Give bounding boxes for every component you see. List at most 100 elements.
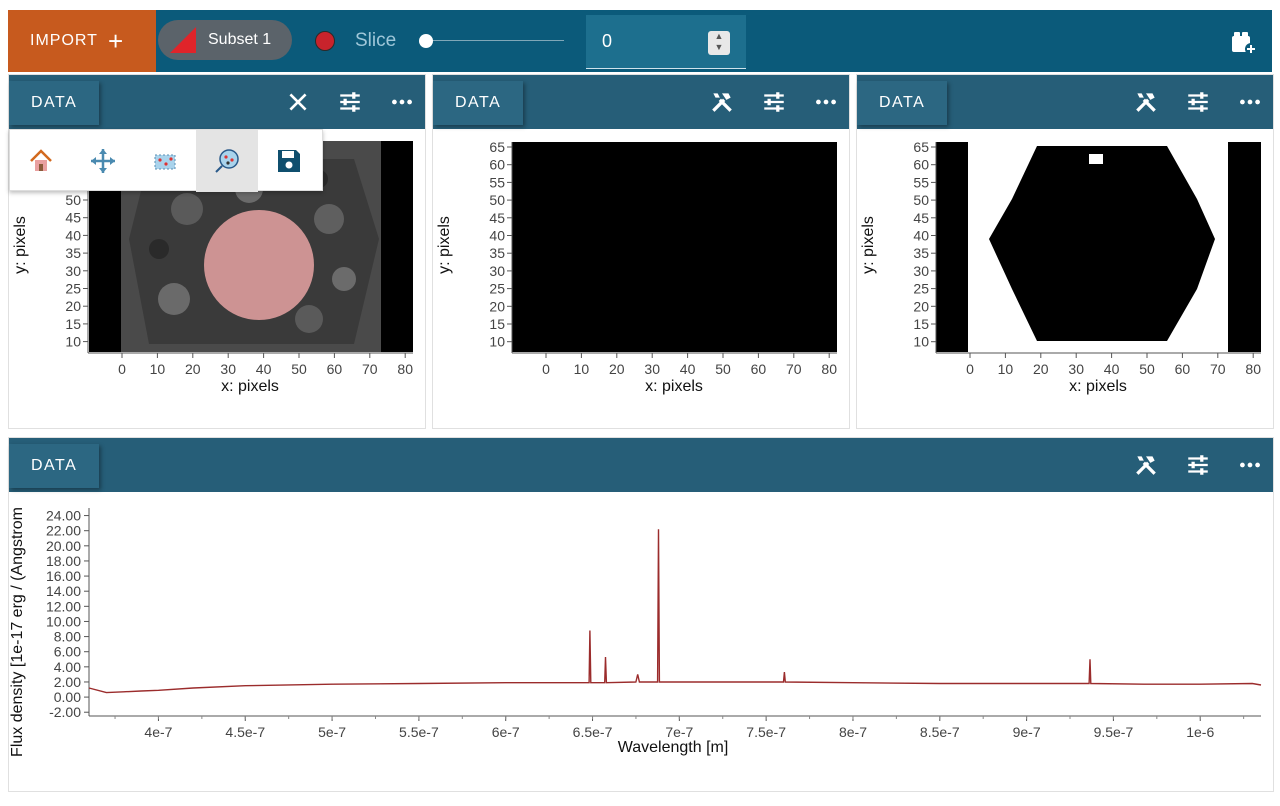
y-tick-label: 50 [65,192,81,208]
y-tick-label: 15 [65,316,81,332]
x-tick-label: 20 [185,361,201,377]
home-button[interactable] [10,130,72,192]
more-icon[interactable] [389,89,415,115]
spinner-icon[interactable]: ▲ ▼ [708,31,730,55]
y-tick-label: 30 [913,263,929,279]
slice-input-value[interactable]: 0 [602,31,613,51]
image-plot-2[interactable]: 0 10 20 30 40 50 60 70 8065605550454035302520151… [433,129,851,429]
y-tick-label: 35 [65,245,81,261]
more-icon[interactable] [1237,452,1263,478]
slice-input-field[interactable]: 0 ▲ ▼ [586,15,746,69]
x-tick-label: 6.5e-7 [573,724,613,740]
mask-edge-right [1228,142,1261,352]
y-tick-label: 40 [913,228,929,244]
x-tick-label: 30 [1068,361,1084,377]
subset-label: Subset 1 [208,31,272,48]
data-tab[interactable]: DATA [9,444,100,488]
tools-icon[interactable] [1133,89,1159,115]
sliders-icon[interactable] [337,89,363,115]
pan-icon [91,149,115,173]
import-button[interactable]: IMPORT + [8,10,156,72]
x-tick-label: 80 [397,361,413,377]
x-tick-label: 40 [680,361,696,377]
sliders-icon[interactable] [1185,452,1211,478]
y-tick-label: 25 [489,281,505,297]
y-tick-label: 10 [65,334,81,350]
image-plot-3[interactable]: 0 10 20 30 40 50 60 70 8065605550454035302520151… [857,129,1275,429]
y-tick-label: 25 [913,281,929,297]
image-area [512,142,837,352]
spectrum-plot[interactable]: 4e-7 4.5e-7 5e-7 5.5e-7 6e-7 6.5e-7 7e-7 7.5e-7… [9,492,1275,792]
y-axis-label: y: pixels [12,216,29,274]
import-label: IMPORT [30,32,98,49]
x-tick-label: 5e-7 [318,724,346,740]
mask-hexagon [989,146,1215,341]
mask-edge-left [936,142,968,352]
slice-label: Slice [355,30,397,51]
x-tick-label: 5.5e-7 [399,724,439,740]
circle-select-button[interactable] [196,130,258,192]
pan-button[interactable] [72,130,134,192]
save-button[interactable] [258,130,320,192]
y-tick-label: 60 [489,157,505,173]
x-tick-label: 0 [966,361,974,377]
y-tick-label: 15 [913,316,929,332]
x-tick-label: 10 [574,361,590,377]
y-axis-label: y: pixels [860,216,877,274]
data-tab[interactable]: DATA [9,81,100,125]
y-tick-label: 50 [913,192,929,208]
more-icon[interactable] [1237,89,1263,115]
viewer-body: 4e-7 4.5e-7 5e-7 5.5e-7 6e-7 6.5e-7 7e-7 7.5e-7… [9,492,1273,791]
save-icon [278,150,300,172]
x-tick-label: 20 [609,361,625,377]
slice-slider-thumb[interactable] [419,34,433,48]
top-toolbar: IMPORT + Subset 1 Slice 0 ▲ ▼ [8,10,1272,72]
slice-indicator-dot [315,31,335,51]
y-tick-label: 10 [913,334,929,350]
x-tick-label: 50 [715,361,731,377]
x-tick-label: 7.5e-7 [746,724,786,740]
x-tick-label: 7e-7 [665,724,693,740]
y-axis-label: y: pixels [436,216,453,274]
subset-selector[interactable]: Subset 1 [158,20,292,60]
x-axis-label: x: pixels [221,378,279,395]
sliders-icon[interactable] [1185,89,1211,115]
x-tick-label: 30 [644,361,660,377]
home-icon [30,149,52,171]
y-tick-label: 50 [489,192,505,208]
x-tick-label: 50 [291,361,307,377]
y-tick-label: 45 [913,210,929,226]
image-viewer-2: DATA 0 10 20 30 40 50 60 70 80 65 60 55 50 45 40 35 30 25… [432,74,850,429]
x-tick-label: 40 [256,361,272,377]
y-tick-label: 10 [489,334,505,350]
x-tick-label: 20 [1033,361,1049,377]
subset-color-icon [170,27,196,53]
data-tab[interactable]: DATA [433,81,524,125]
y-tick-label: 18.00 [46,553,81,569]
viewer-body: 0 10 20 30 40 50 60 70 80 50 45 40 35 30 25 20 15 10 x: pi… [9,129,425,428]
viewer-header: DATA [9,438,1273,492]
y-tick-label: 6.00 [54,644,81,660]
y-tick-label: 30 [65,263,81,279]
y-tick-label: 20 [489,298,505,314]
spectrum-viewer: DATA 4e-7 4.5e-7 5e-7 5.5e-7 6e-7 6.5e-7 7e-7 7… [8,437,1274,792]
close-icon[interactable] [285,89,311,115]
tools-icon[interactable] [709,89,735,115]
sliders-icon[interactable] [761,89,787,115]
plus-icon: + [107,26,125,56]
x-tick-label: 60 [751,361,767,377]
y-tick-label: 65 [489,139,505,155]
tools-icon[interactable] [1133,452,1159,478]
y-tick-label: 0.00 [54,689,81,705]
subset-circle-region[interactable] [204,210,314,320]
x-tick-label: 6e-7 [492,724,520,740]
x-tick-label: 80 [1245,361,1261,377]
x-tick-label: 8.5e-7 [920,724,960,740]
box-select-button[interactable] [134,130,196,192]
more-icon[interactable] [813,89,839,115]
add-viewer-icon[interactable] [1230,28,1258,56]
x-tick-label: 80 [821,361,837,377]
slice-slider-track[interactable] [426,40,564,41]
data-tab[interactable]: DATA [857,81,948,125]
